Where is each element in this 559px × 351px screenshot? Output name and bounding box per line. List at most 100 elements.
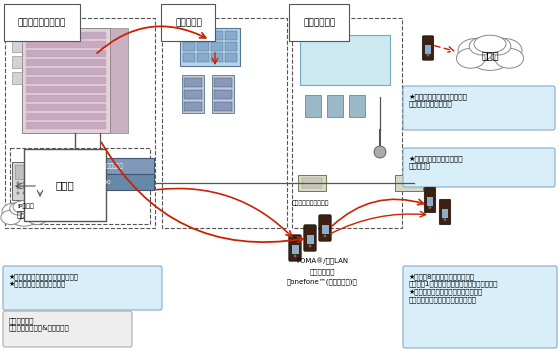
Circle shape <box>427 53 429 57</box>
Bar <box>22 28 110 133</box>
FancyBboxPatch shape <box>439 199 451 225</box>
Bar <box>12 72 22 84</box>
Bar <box>184 90 202 99</box>
Bar <box>327 95 343 117</box>
Bar <box>184 102 202 111</box>
Ellipse shape <box>1 210 21 225</box>
Bar <box>26 68 106 75</box>
Bar <box>292 18 402 228</box>
Bar <box>26 41 106 48</box>
Bar <box>197 31 209 40</box>
Ellipse shape <box>10 202 27 215</box>
Bar <box>26 32 106 39</box>
Bar <box>10 148 150 224</box>
Bar <box>26 59 106 66</box>
Circle shape <box>309 245 311 247</box>
Bar <box>225 31 237 40</box>
Bar <box>212 75 234 113</box>
Bar <box>162 18 287 228</box>
Bar <box>305 95 321 117</box>
Ellipse shape <box>495 48 524 68</box>
Bar <box>12 56 22 68</box>
Circle shape <box>324 234 326 238</box>
Text: ★事務用内線電話とも通話できます
★外線への発着信ができます: ★事務用内線電話とも通話できます ★外線への発着信ができます <box>9 273 79 287</box>
FancyBboxPatch shape <box>403 86 555 130</box>
Ellipse shape <box>8 204 39 226</box>
Bar <box>214 102 232 111</box>
Bar <box>225 53 237 62</box>
FancyBboxPatch shape <box>424 187 435 213</box>
Bar <box>349 95 365 117</box>
Bar <box>26 122 106 129</box>
Circle shape <box>17 192 20 194</box>
Circle shape <box>22 181 26 185</box>
Circle shape <box>17 186 20 190</box>
Circle shape <box>22 186 26 190</box>
Bar <box>302 178 322 188</box>
Circle shape <box>29 186 31 190</box>
Ellipse shape <box>467 40 513 71</box>
Bar <box>183 31 195 40</box>
Text: ★往診時には通常の携帯電話
　として使用できます: ★往診時には通常の携帯電話 として使用できます <box>409 93 468 107</box>
Bar <box>182 75 204 113</box>
Circle shape <box>293 254 296 258</box>
Text: 病室／廊下: 病室／廊下 <box>175 18 202 27</box>
FancyBboxPatch shape <box>319 215 331 241</box>
Ellipse shape <box>469 38 495 55</box>
FancyBboxPatch shape <box>289 235 301 261</box>
Bar <box>197 42 209 51</box>
Text: 事務室: 事務室 <box>56 180 74 190</box>
Circle shape <box>374 146 386 158</box>
Bar <box>211 42 223 51</box>
Bar <box>298 175 326 191</box>
Bar <box>184 78 202 87</box>
Bar <box>183 42 195 51</box>
Bar <box>46 158 154 174</box>
Ellipse shape <box>22 203 46 220</box>
Bar <box>26 104 106 111</box>
Text: FOMA®/無線LAN: FOMA®/無線LAN <box>296 258 348 265</box>
Bar <box>211 53 223 62</box>
Ellipse shape <box>27 210 47 225</box>
FancyBboxPatch shape <box>3 311 132 347</box>
Text: トイレ／浴室: トイレ／浴室 <box>303 18 335 27</box>
Bar <box>15 165 37 179</box>
Bar <box>12 40 22 52</box>
Bar <box>211 31 223 40</box>
Text: 「onefone™(ワンフォン)」: 「onefone™(ワンフォン)」 <box>287 278 357 285</box>
Bar <box>26 77 106 84</box>
Text: SV7000: SV7000 <box>89 179 111 185</box>
Bar <box>46 174 154 190</box>
Ellipse shape <box>458 39 493 63</box>
Text: ★看護師さん同士の連絡も
　可能です: ★看護師さん同士の連絡も 可能です <box>409 155 463 169</box>
FancyBboxPatch shape <box>3 266 162 310</box>
Bar <box>26 86 106 93</box>
Bar <box>442 209 448 218</box>
Circle shape <box>17 181 20 185</box>
Bar <box>425 45 431 54</box>
Bar <box>427 197 433 206</box>
Bar <box>26 113 106 120</box>
FancyBboxPatch shape <box>403 148 555 187</box>
FancyBboxPatch shape <box>422 36 434 60</box>
Circle shape <box>29 181 31 185</box>
Bar <box>110 28 128 133</box>
Text: SIP対応テレフォニーサーバ: SIP対応テレフォニーサーバ <box>77 163 123 169</box>
Ellipse shape <box>456 48 485 68</box>
Ellipse shape <box>487 39 522 63</box>
Ellipse shape <box>2 203 26 220</box>
Ellipse shape <box>21 202 39 215</box>
Text: ★同時に8台までを呼び出します
　最初の1台が応答すると、通話を開始します
★複数台のナースステーションからの
　呼び出しを受けることができます: ★同時に8台までを呼び出します 最初の1台が応答すると、通話を開始します ★複数… <box>409 273 499 303</box>
Bar <box>180 28 240 66</box>
FancyBboxPatch shape <box>403 266 557 348</box>
Text: IP電話機: IP電話機 <box>18 203 34 208</box>
Circle shape <box>443 218 447 221</box>
Ellipse shape <box>13 201 35 213</box>
Bar <box>306 235 314 244</box>
FancyBboxPatch shape <box>304 225 316 251</box>
Text: 公衆網: 公衆網 <box>17 211 31 219</box>
Bar <box>26 95 106 102</box>
Bar <box>395 175 423 191</box>
Text: ナースステーション: ナースステーション <box>18 18 67 27</box>
Text: 公衆網: 公衆網 <box>481 50 499 60</box>
